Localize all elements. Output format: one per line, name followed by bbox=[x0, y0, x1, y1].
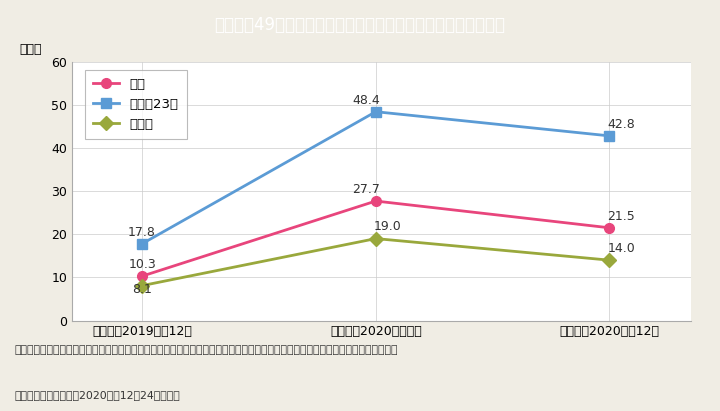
Text: Ｉ－特－49図　地域別のテレワーク実施状況の変化（就業者）: Ｉ－特－49図 地域別のテレワーク実施状況の変化（就業者） bbox=[215, 16, 505, 34]
Text: 48.4: 48.4 bbox=[353, 94, 380, 106]
全国 bbox=[138, 274, 146, 279]
地方圈 bbox=[138, 283, 146, 288]
地方圈 bbox=[372, 236, 380, 241]
東京都23区 bbox=[372, 109, 380, 114]
Line: 地方圈: 地方圈 bbox=[138, 234, 614, 291]
Line: 東京都23区: 東京都23区 bbox=[138, 107, 614, 249]
Text: 17.8: 17.8 bbox=[128, 226, 156, 238]
Text: ２．令和２（2020）年12月24日公表。: ２．令和２（2020）年12月24日公表。 bbox=[14, 390, 180, 400]
Text: 21.5: 21.5 bbox=[607, 210, 635, 223]
Legend: 全国, 東京都23区, 地方圈: 全国, 東京都23区, 地方圈 bbox=[85, 69, 186, 139]
地方圈 bbox=[605, 258, 613, 263]
全国 bbox=[372, 199, 380, 203]
Text: （％）: （％） bbox=[19, 44, 42, 56]
東京都23区 bbox=[605, 134, 613, 139]
Text: 14.0: 14.0 bbox=[607, 242, 635, 255]
Text: 8.1: 8.1 bbox=[132, 284, 152, 296]
Text: （備考）１．内阅府「第２回　新型コロナウイルス感染症の影響下における生活意識・行動の変化に関する調査」より引用・作成。: （備考）１．内阅府「第２回 新型コロナウイルス感染症の影響下における生活意識・行… bbox=[14, 345, 398, 355]
東京都23区 bbox=[138, 241, 146, 246]
Line: 全国: 全国 bbox=[138, 196, 614, 281]
Text: 10.3: 10.3 bbox=[128, 258, 156, 271]
Text: 42.8: 42.8 bbox=[607, 118, 635, 131]
Text: 27.7: 27.7 bbox=[353, 183, 380, 196]
Text: 19.0: 19.0 bbox=[374, 220, 401, 233]
全国 bbox=[605, 225, 613, 230]
